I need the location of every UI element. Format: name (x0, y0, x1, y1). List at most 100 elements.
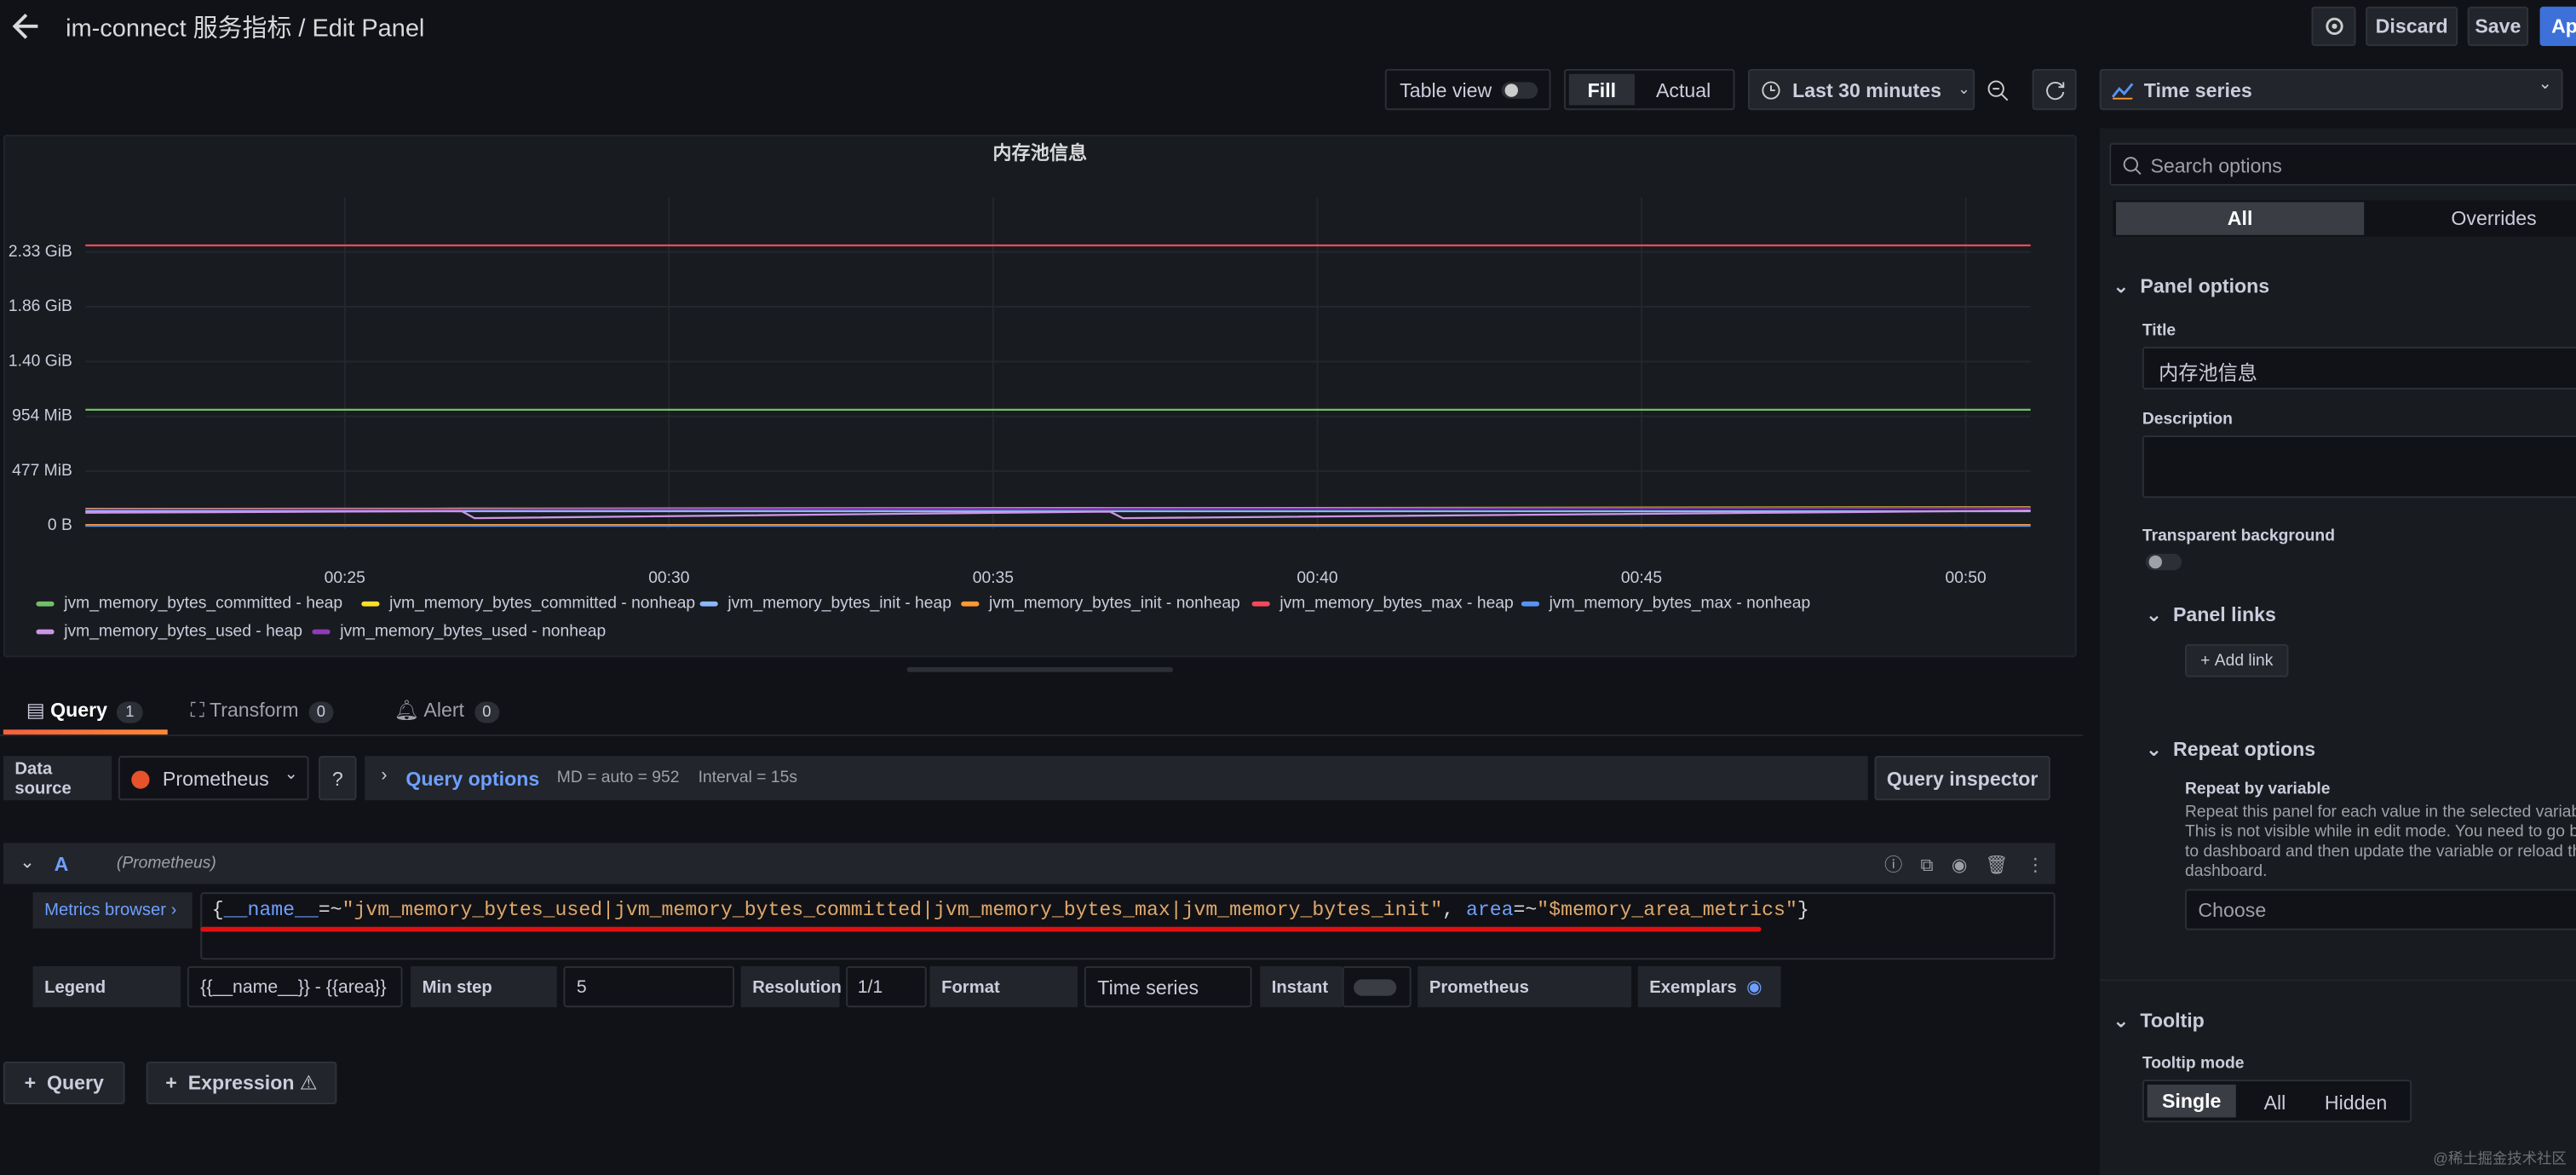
settings-button[interactable] (2311, 6, 2356, 46)
switch-knob (2148, 555, 2162, 569)
legend-item[interactable]: jvm_memory_bytes_used - nonheap (312, 623, 606, 641)
help-line: This is not visible while in edit mode. … (2184, 823, 2576, 842)
repeat-help: Repeat this panel for each value in the … (2185, 803, 2576, 883)
legend-item[interactable]: jvm_memory_bytes_used - heap (36, 623, 302, 641)
row-actions[interactable]: ⓘ⧉◉🗑︎⋮ (1884, 855, 2063, 876)
legend-swatch (1521, 601, 1540, 607)
tab-label: Alert (423, 698, 465, 722)
apply-button[interactable]: Ap (2539, 6, 2576, 46)
min-step-value: 5 (576, 977, 587, 998)
min-step-input[interactable]: 5 (563, 965, 735, 1008)
add-link-button[interactable]: + Add link (2184, 643, 2289, 677)
tooltip-mode-label: Tooltip mode (2142, 1055, 2245, 1074)
tooltip-mode-hidden[interactable]: Hidden (2324, 1091, 2388, 1115)
repeat-by-label: Repeat by variable (2184, 780, 2331, 799)
legend-item[interactable]: jvm_memory_bytes_max - nonheap (1521, 595, 1810, 613)
label-value: "$memory_area_metrics" (1537, 898, 1797, 922)
legend-label: jvm_memory_bytes_init - heap (727, 595, 952, 613)
fill-option[interactable]: Fill (1568, 73, 1635, 106)
datasource-label: Data source (3, 756, 112, 801)
legend-item[interactable]: jvm_memory_bytes_max - heap (1251, 595, 1514, 613)
chevron: ⌄ (1958, 80, 1970, 97)
repeat-options-header[interactable]: ⌄ Repeat options (2145, 737, 2316, 761)
x-tick-label: 00:25 (325, 569, 365, 587)
instant-toggle[interactable] (1342, 965, 1412, 1008)
query-editor[interactable]: {__name__=~"jvm_memory_bytes_used|jvm_me… (200, 892, 2056, 960)
alert-tab[interactable]: 🔔︎ Alert 0 (394, 698, 500, 723)
tooltip-header[interactable]: ⌄ Tooltip (2113, 1009, 2205, 1033)
datasource-select[interactable]: Prometheus ⌄ (118, 756, 309, 801)
legend-input[interactable]: {{__name__}} - {{area}} (187, 965, 403, 1008)
panel-links-header[interactable]: ⌄ Panel links (2145, 602, 2276, 626)
resize-handle[interactable] (906, 666, 1173, 672)
query-inspector-button[interactable]: Query inspector (1874, 756, 2050, 801)
time-range: Last 30 minutes (1792, 78, 1941, 101)
clock-icon (1762, 81, 1780, 100)
description-input[interactable] (2142, 435, 2576, 498)
query-tab[interactable]: ▤ Query 1 (26, 698, 143, 723)
tab-border (0, 734, 2084, 736)
all-tab[interactable]: All (2115, 202, 2365, 235)
zoom-out-button[interactable] (1978, 69, 2017, 110)
save-button[interactable]: Save (2467, 6, 2529, 46)
transform-tab[interactable]: ⛶ Transform 0 (191, 699, 334, 723)
operator: =~ (318, 898, 342, 922)
legend-label: Legend (32, 965, 181, 1008)
tab-label: Query (50, 698, 108, 722)
actual-option[interactable]: Actual (1655, 78, 1711, 102)
search-icon (2123, 157, 2142, 176)
tab-count: 0 (474, 701, 500, 723)
eye-icon[interactable]: ◉ (1746, 977, 1762, 998)
collapse-chevron[interactable]: ⌄ (20, 852, 35, 873)
choose-select[interactable]: Choose (2184, 889, 2576, 930)
legend-swatch (699, 601, 718, 607)
visualization-picker[interactable]: Time series ⌄ (2099, 68, 2563, 111)
format-select[interactable]: Time series (1084, 965, 1252, 1008)
y-tick-label: 477 MiB (12, 462, 72, 480)
legend-item[interactable]: jvm_memory_bytes_committed - heap (36, 595, 342, 613)
y-tick-label: 1.86 GiB (9, 297, 72, 315)
discard-button[interactable]: Discard (2366, 6, 2458, 46)
title-input[interactable]: 内存池信息 (2142, 346, 2576, 390)
title-label: Title (2142, 321, 2176, 341)
transparent-switch[interactable] (2145, 553, 2182, 571)
add-query-button[interactable]: + Query (3, 1061, 125, 1104)
watermark: @稀土掘金技术社区 (2433, 1149, 2567, 1167)
legend-swatch (312, 629, 331, 635)
help-line: to dashboard and then update the variabl… (2184, 843, 2576, 861)
tooltip-mode-single[interactable]: Single (2147, 1084, 2236, 1118)
legend-swatch (36, 601, 55, 607)
switch-knob (1504, 84, 1518, 97)
refresh-button[interactable] (2032, 68, 2077, 111)
panel-options-header[interactable]: ⌄ Panel options (2113, 274, 2270, 298)
resolution-select[interactable]: 1/1 (846, 965, 927, 1008)
legend-item[interactable]: jvm_memory_bytes_init - heap (699, 595, 952, 613)
add-expression-button[interactable]: + Expression ⚠ (146, 1061, 337, 1104)
y-tick-label: 1.40 GiB (9, 352, 72, 370)
series-line (85, 509, 2031, 520)
zoom-icon (1987, 79, 2009, 101)
query-options-bar[interactable]: › Query options MD = auto = 952 Interval… (365, 756, 1868, 801)
time-picker[interactable]: Last 30 minutes ⌄ (1747, 68, 1975, 111)
help-button[interactable]: ? (319, 756, 357, 801)
datasource-name: Prometheus (162, 767, 269, 791)
table-view-toggle[interactable]: Table view (1384, 68, 1551, 111)
title-value: 内存池信息 (2159, 361, 2257, 385)
chart-title: 内存池信息 (992, 142, 1087, 164)
label-value: "jvm_memory_bytes_used|jvm_memory_bytes_… (342, 898, 1443, 922)
add-query-label: Query (46, 1071, 104, 1095)
tooltip-mode-all[interactable]: All (2263, 1091, 2286, 1115)
prometheus-icon (131, 770, 150, 789)
legend-label: jvm_memory_bytes_used - nonheap (340, 622, 607, 642)
legend-item[interactable]: jvm_memory_bytes_committed - nonheap (361, 595, 695, 613)
metrics-browser-button[interactable]: Metrics browser › (32, 892, 193, 929)
section-title: Repeat options (2172, 737, 2316, 761)
chart: 内存池信息 0 B 477 MiB 954 MiB 1.40 GiB 1.86 GiB 2… (9, 142, 2031, 587)
overrides-tab[interactable]: Overrides (2451, 206, 2537, 230)
legend-item[interactable]: jvm_memory_bytes_init - nonheap (961, 595, 1240, 613)
search-box[interactable]: Search options (2109, 142, 2576, 186)
min-step-label: Min step (411, 965, 557, 1008)
back-arrow[interactable] (10, 10, 43, 43)
help-line: Repeat this panel for each value in the … (2184, 803, 2576, 822)
